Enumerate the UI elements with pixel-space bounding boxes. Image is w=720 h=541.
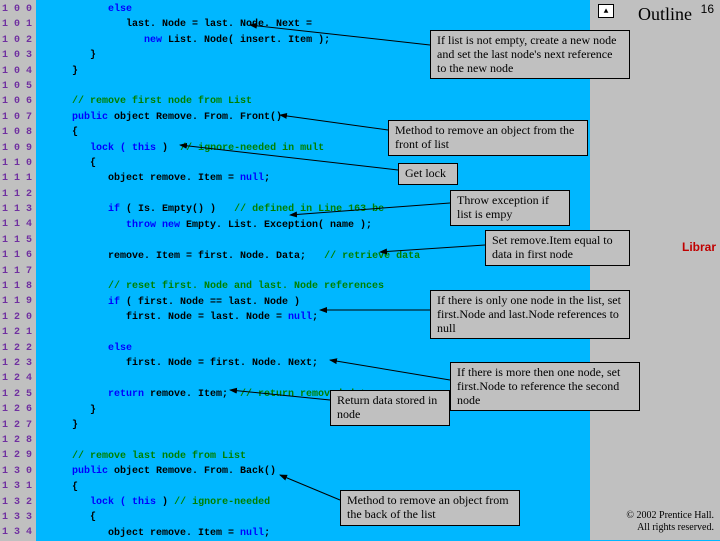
line-number: 1 0 6 — [2, 94, 36, 109]
code-line: throw new Empty. List. Exception( name )… — [36, 218, 420, 233]
line-number: 1 0 7 — [2, 110, 36, 125]
code-line: } — [36, 48, 420, 63]
code-line — [36, 233, 420, 248]
line-number: 1 0 3 — [2, 48, 36, 63]
copyright-line2: All rights reserved. — [626, 522, 714, 534]
line-number: 1 2 9 — [2, 448, 36, 463]
line-number: 1 1 8 — [2, 279, 36, 294]
callout-c2: Method to remove an object from the fron… — [388, 120, 588, 156]
code-line: object remove. Item = null; — [36, 526, 420, 541]
code-line — [36, 433, 420, 448]
line-number: 1 2 1 — [2, 325, 36, 340]
line-number: 1 1 9 — [2, 294, 36, 309]
line-number: 1 1 1 — [2, 171, 36, 186]
callout-c5: Set remove.Item equal to data in first n… — [485, 230, 630, 266]
line-number: 1 0 5 — [2, 79, 36, 94]
code-line: first. Node = last. Node = null; — [36, 310, 420, 325]
outline-title: Outline — [638, 4, 692, 25]
nav-up-button[interactable]: ▲ — [598, 4, 614, 18]
code-line — [36, 372, 420, 387]
code-line — [36, 264, 420, 279]
line-number: 1 2 7 — [2, 418, 36, 433]
code-line: remove. Item = first. Node. Data; // ret… — [36, 249, 420, 264]
line-number: 1 1 5 — [2, 233, 36, 248]
code-line: // remove last node from List — [36, 449, 420, 464]
line-number: 1 0 2 — [2, 33, 36, 48]
callout-c8: Return data stored in node — [330, 390, 450, 426]
line-number: 1 0 0 — [2, 2, 36, 17]
copyright: © 2002 Prentice Hall. All rights reserve… — [626, 510, 714, 534]
copyright-line1: © 2002 Prentice Hall. — [626, 510, 714, 522]
line-number: 1 2 6 — [2, 402, 36, 417]
line-number: 1 3 3 — [2, 510, 36, 525]
code-line — [36, 79, 420, 94]
code-line: { — [36, 125, 420, 140]
library-label: Librar — [682, 240, 716, 254]
code-line: else — [36, 2, 420, 17]
line-number: 1 1 2 — [2, 187, 36, 202]
callout-c6: If there is only one node in the list, s… — [430, 290, 630, 339]
line-number: 1 1 7 — [2, 264, 36, 279]
line-number: 1 3 4 — [2, 525, 36, 540]
callout-c9: Method to remove an object from the back… — [340, 490, 520, 526]
code-line: public object Remove. From. Front() — [36, 110, 420, 125]
line-number: 1 2 8 — [2, 433, 36, 448]
line-number: 1 1 6 — [2, 248, 36, 263]
line-number: 1 2 5 — [2, 387, 36, 402]
line-number-gutter: 1 0 01 0 11 0 21 0 31 0 41 0 51 0 61 0 7… — [0, 0, 36, 541]
line-number: 1 3 2 — [2, 495, 36, 510]
line-number: 1 3 0 — [2, 464, 36, 479]
line-number: 1 0 9 — [2, 141, 36, 156]
line-number: 1 1 0 — [2, 156, 36, 171]
code-line: lock ( this ) // ignore-needed in mult — [36, 141, 420, 156]
code-line: if ( Is. Empty() ) // defined in Line 16… — [36, 202, 420, 217]
code-line: // reset first. Node and last. Node refe… — [36, 279, 420, 294]
code-line: // remove first node from List — [36, 94, 420, 109]
line-number: 1 2 0 — [2, 310, 36, 325]
code-line: public object Remove. From. Back() — [36, 464, 420, 479]
code-line: first. Node = first. Node. Next; — [36, 356, 420, 371]
line-number: 1 1 3 — [2, 202, 36, 217]
line-number: 1 2 4 — [2, 371, 36, 386]
code-line — [36, 187, 420, 202]
code-line: { — [36, 156, 420, 171]
callout-c4: Throw exception if list is empy — [450, 190, 570, 226]
right-panel: ▲ 16 Outline Librar © 2002 Prentice Hall… — [590, 0, 720, 540]
code-line: object remove. Item = null; — [36, 171, 420, 186]
line-number: 1 2 3 — [2, 356, 36, 371]
code-line: } — [36, 64, 420, 79]
line-number: 1 2 2 — [2, 341, 36, 356]
code-line: new List. Node( insert. Item ); — [36, 33, 420, 48]
line-number: 1 3 1 — [2, 479, 36, 494]
line-number: 1 0 8 — [2, 125, 36, 140]
code-line: last. Node = last. Node. Next = — [36, 17, 420, 32]
code-line — [36, 326, 420, 341]
callout-c3: Get lock — [398, 163, 458, 185]
line-number: 1 0 4 — [2, 64, 36, 79]
code-block: else last. Node = last. Node. Next = new… — [36, 2, 420, 541]
line-number: 1 1 4 — [2, 217, 36, 232]
line-number: 1 0 1 — [2, 17, 36, 32]
code-line: else — [36, 341, 420, 356]
code-line: if ( first. Node == last. Node ) — [36, 295, 420, 310]
callout-c1: If list is not empty, create a new node … — [430, 30, 630, 79]
callout-c7: If there is more then one node, set firs… — [450, 362, 640, 411]
page-number: 16 — [701, 2, 714, 16]
